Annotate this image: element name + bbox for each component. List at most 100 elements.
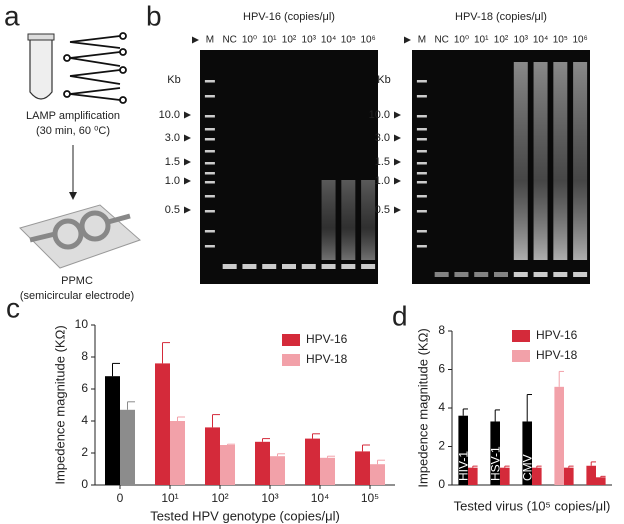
lane-label: 10⁵ [341,35,356,46]
ladder-band [416,181,427,184]
marker-arrow [394,111,401,119]
lane-label: 10⁰ [454,35,469,46]
primer-band [361,264,376,269]
legend-label: HPV-18 [306,352,348,366]
ladder-band [416,230,427,233]
lane-label: 10¹ [262,35,277,46]
panel-letter: b [146,0,162,31]
gel-title: HPV-16 (copies/μl) [243,11,335,23]
bar [500,467,510,485]
lane-label: 10⁵ [553,35,568,46]
y-tick-label: 2 [438,439,445,453]
kb-label: Kb [377,74,390,86]
kb-label: Kb [167,74,180,86]
bar [468,467,478,485]
lane-label: 10¹ [474,35,489,46]
marker-label: 10.0 [369,109,390,121]
smear [321,180,336,260]
marker-label: 0.5 [375,204,390,216]
primer-band [513,272,528,277]
marker-label: 1.0 [165,175,180,187]
x-axis-label: Tested virus (10⁵ copies/μl) [454,498,611,513]
smear [573,62,588,260]
lane-label: M [418,35,426,46]
bar [155,363,170,485]
lane-label: 10² [282,35,297,46]
lane-label: 10⁴ [533,35,548,46]
marker-arrow [184,134,191,142]
ladder-band [204,138,215,141]
bar [105,376,120,485]
ladder-band [416,95,427,98]
marker-label: 3.0 [165,132,180,144]
device-label: PPMC [61,275,93,287]
legend-label: HPV-16 [536,328,578,342]
bar [522,421,532,485]
panel-letter: c [6,292,20,323]
marker-arrow [394,134,401,142]
lane-label: 10⁴ [321,35,336,46]
x-tick-label: 0 [117,491,124,505]
y-tick-label: 6 [81,381,88,395]
marker-label: 1.5 [165,156,180,168]
y-tick-label: 4 [438,400,445,414]
ladder-band [416,80,427,83]
primer-band [454,272,469,277]
ladder-band [204,195,215,198]
ladder-band [204,181,215,184]
bar [564,467,574,485]
ladder-band [416,195,427,198]
step-conditions: (30 min, 60 ⁰C) [36,125,110,137]
bar [220,445,235,485]
marker-arrow [404,36,411,44]
bar [205,427,220,485]
bar [120,409,135,485]
primer-band [341,264,356,269]
y-tick-label: 4 [81,413,88,427]
x-tick-label: 10⁵ [361,491,379,505]
lane-label: 10⁶ [572,35,587,46]
lane-label: 10² [494,35,509,46]
lane-label: 10⁰ [242,35,257,46]
ladder-band [204,162,215,165]
primer-band [301,264,316,269]
bar [370,464,385,485]
y-tick-label: 8 [81,349,88,363]
x-tick-label: 10² [211,491,228,505]
marker-label: 1.5 [375,156,390,168]
primer-band [434,272,449,277]
bar [305,438,320,485]
ladder-band [204,230,215,233]
lane-label: NC [434,35,448,46]
ladder-band [204,210,215,213]
lane-label: 10⁶ [360,35,375,46]
legend-swatch [282,354,300,366]
marker-arrow [184,111,191,119]
marker-arrow [394,177,401,185]
bar [255,441,270,485]
x-tick-label: 10¹ [161,491,178,505]
y-tick-label: 0 [438,477,445,491]
primer-band [494,272,508,277]
ladder-band [204,150,215,153]
bar [490,421,500,485]
marker-arrow [184,177,191,185]
ladder-band [416,138,427,141]
primer-band [262,264,277,269]
bar [170,421,185,485]
y-tick-label: 0 [81,477,88,491]
legend-label: HPV-18 [536,348,578,362]
bar [532,467,542,485]
marker-label: 1.0 [375,175,390,187]
marker-label: 0.5 [165,204,180,216]
lane-label: M [206,35,214,46]
bar [270,456,285,485]
smear [361,180,376,260]
ladder-band [204,172,215,175]
lane-label: 10³ [514,35,529,46]
ladder-band [204,95,215,98]
y-tick-label: 10 [75,317,89,331]
primer-band [553,272,568,277]
category-label: HSV-1 [488,446,502,481]
